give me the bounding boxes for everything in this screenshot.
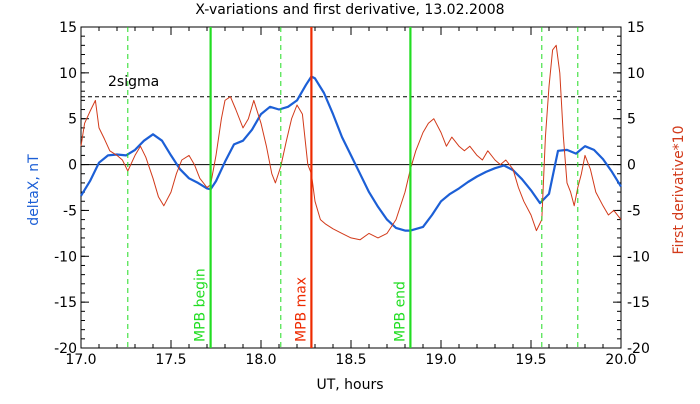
y-tick-label-right: 5: [627, 112, 636, 128]
y-tick-label-left: 5: [68, 112, 77, 128]
x-axis-label: UT, hours: [316, 377, 383, 393]
y-tick-label-right: 0: [627, 158, 636, 174]
x-tick-label: 19.5: [515, 352, 546, 368]
y-tick-label-right: -5: [627, 203, 641, 219]
plot-layer: 17.0 17.5 18.0 18.5 19.0 19.5 20.0 15 15 10 10 5 5 0 0…: [54, 20, 650, 368]
x-tick-label: 19.0: [425, 352, 456, 368]
x-tick-label: 17.0: [65, 352, 96, 368]
y-tick-label-left: 10: [59, 66, 77, 82]
x-tick-label: 18.0: [245, 352, 276, 368]
y-tick-label-left: 0: [68, 158, 77, 174]
derivative-line: [80, 44, 622, 241]
marker-label: MPB end: [392, 281, 408, 342]
y-tick-label-left: 15: [59, 20, 77, 36]
y-tick-label-left: -10: [54, 249, 77, 265]
y-axis-label-left: deltaX, nT: [26, 154, 42, 226]
y-tick-label-left: -20: [54, 341, 77, 357]
marker-label: MPB begin: [193, 268, 209, 342]
y-tick-label-left: -15: [54, 295, 77, 311]
marker-label: MPB max: [293, 277, 309, 342]
x-tick-label: 17.5: [155, 352, 186, 368]
y-tick-label-right: -20: [627, 341, 650, 357]
y-tick-label-right: -15: [627, 295, 650, 311]
x-tick-label: 20.0: [605, 352, 636, 368]
y-tick-label-right: -10: [627, 249, 650, 265]
y-tick-label-right: 15: [627, 20, 645, 36]
plot-frame: [80, 26, 622, 349]
y-axis-label-right: First derivative*10: [671, 125, 687, 254]
x-tick-label: 18.5: [335, 352, 366, 368]
y-tick-label-left: -5: [63, 203, 77, 219]
chart-title: X-variations and first derivative, 13.02…: [195, 2, 504, 18]
threshold-label: 2sigma: [108, 74, 159, 90]
deltax-line: [80, 75, 622, 232]
y-tick-label-right: 10: [627, 66, 645, 82]
